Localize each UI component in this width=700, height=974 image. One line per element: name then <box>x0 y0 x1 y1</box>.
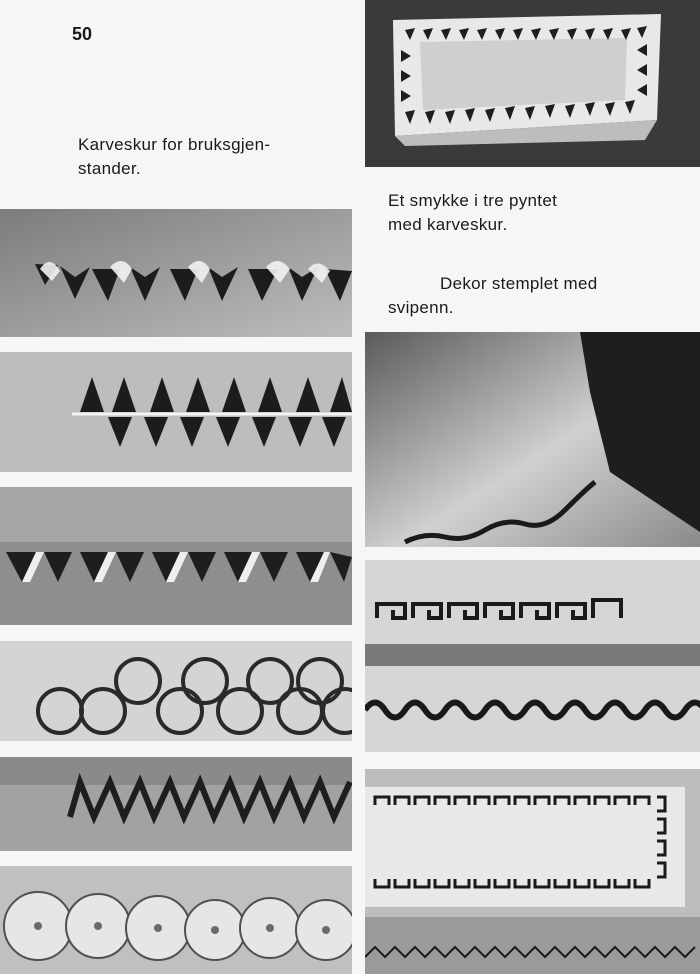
caption-stamp-line1: Dekor stemplet med <box>440 274 598 293</box>
photo-zigzag-carving <box>0 487 352 625</box>
caption-jewel-line1: Et smykke i tre pyntet <box>388 191 558 210</box>
photo-triangle-carving <box>0 352 352 472</box>
caption-carving: Karveskur for bruksgjen- stander. <box>78 133 328 181</box>
photo-wooden-jewel <box>365 0 700 167</box>
caption-stamp: Dekor stemplet med svipenn. <box>388 272 636 320</box>
photo-circles-carving <box>0 641 352 741</box>
photo-stamped-borders <box>365 560 700 752</box>
caption-jewel: Et smykke i tre pyntet med karveskur. <box>388 189 636 237</box>
caption-jewel-line2: med karveskur. <box>388 215 508 234</box>
photo-rosette-carving <box>0 866 352 974</box>
caption-carving-line1: Karveskur for bruksgjen- <box>78 135 271 154</box>
photo-stamped-box <box>365 769 700 974</box>
page-number: 50 <box>72 24 93 44</box>
caption-carving-line2: stander. <box>78 159 141 178</box>
caption-stamp-line2: svipenn. <box>388 298 454 317</box>
photo-sawtooth-carving <box>0 757 352 851</box>
photo-stamping-pen <box>365 332 700 547</box>
photo-hearts-carving <box>0 209 352 337</box>
